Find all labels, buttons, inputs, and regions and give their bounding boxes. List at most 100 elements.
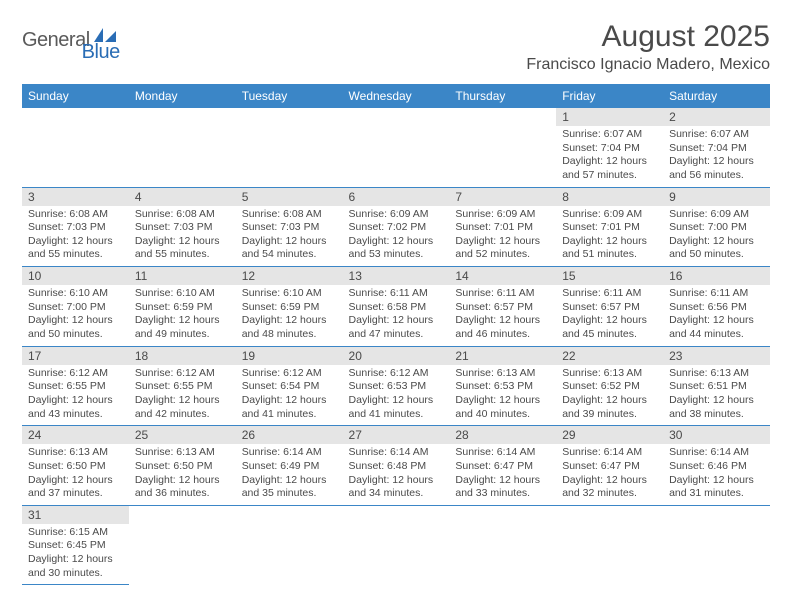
daylight-line-2: and 38 minutes. bbox=[669, 408, 764, 422]
day-details: Sunrise: 6:12 AMSunset: 6:54 PMDaylight:… bbox=[236, 365, 343, 426]
day-details: Sunrise: 6:14 AMSunset: 6:47 PMDaylight:… bbox=[556, 444, 663, 505]
day-number: 26 bbox=[236, 426, 343, 444]
daylight-line-1: Daylight: 12 hours bbox=[562, 314, 657, 328]
calendar-cell: 15Sunrise: 6:11 AMSunset: 6:57 PMDayligh… bbox=[556, 267, 663, 347]
day-details: Sunrise: 6:09 AMSunset: 7:01 PMDaylight:… bbox=[556, 206, 663, 267]
daylight-line-1: Daylight: 12 hours bbox=[669, 235, 764, 249]
day-number: 29 bbox=[556, 426, 663, 444]
sunrise-line: Sunrise: 6:11 AM bbox=[349, 287, 444, 301]
calendar-cell: 23Sunrise: 6:13 AMSunset: 6:51 PMDayligh… bbox=[663, 346, 770, 426]
daylight-line-1: Daylight: 12 hours bbox=[562, 474, 657, 488]
calendar-cell bbox=[343, 108, 450, 187]
header: General Blue August 2025 Francisco Ignac… bbox=[22, 20, 770, 74]
calendar-cell bbox=[129, 505, 236, 585]
sunrise-line: Sunrise: 6:14 AM bbox=[455, 446, 550, 460]
day-number: 7 bbox=[449, 188, 556, 206]
sunrise-line: Sunrise: 6:13 AM bbox=[455, 367, 550, 381]
daylight-line-2: and 47 minutes. bbox=[349, 328, 444, 342]
sunrise-line: Sunrise: 6:15 AM bbox=[28, 526, 123, 540]
day-details: Sunrise: 6:09 AMSunset: 7:01 PMDaylight:… bbox=[449, 206, 556, 267]
calendar-cell: 17Sunrise: 6:12 AMSunset: 6:55 PMDayligh… bbox=[22, 346, 129, 426]
daylight-line-2: and 34 minutes. bbox=[349, 487, 444, 501]
daylight-line-1: Daylight: 12 hours bbox=[455, 394, 550, 408]
daylight-line-2: and 50 minutes. bbox=[669, 248, 764, 262]
sunset-line: Sunset: 6:48 PM bbox=[349, 460, 444, 474]
sunset-line: Sunset: 6:45 PM bbox=[28, 539, 123, 553]
calendar-cell: 16Sunrise: 6:11 AMSunset: 6:56 PMDayligh… bbox=[663, 267, 770, 347]
daylight-line-2: and 45 minutes. bbox=[562, 328, 657, 342]
day-number: 13 bbox=[343, 267, 450, 285]
day-details: Sunrise: 6:11 AMSunset: 6:57 PMDaylight:… bbox=[556, 285, 663, 346]
weekday-header: Saturday bbox=[663, 84, 770, 108]
calendar-cell bbox=[22, 108, 129, 187]
sunset-line: Sunset: 6:53 PM bbox=[349, 380, 444, 394]
sunrise-line: Sunrise: 6:09 AM bbox=[562, 208, 657, 222]
sunrise-line: Sunrise: 6:13 AM bbox=[28, 446, 123, 460]
daylight-line-1: Daylight: 12 hours bbox=[562, 394, 657, 408]
day-details: Sunrise: 6:13 AMSunset: 6:50 PMDaylight:… bbox=[129, 444, 236, 505]
daylight-line-1: Daylight: 12 hours bbox=[28, 394, 123, 408]
sunset-line: Sunset: 7:01 PM bbox=[455, 221, 550, 235]
daylight-line-2: and 35 minutes. bbox=[242, 487, 337, 501]
daylight-line-1: Daylight: 12 hours bbox=[135, 394, 230, 408]
daylight-line-1: Daylight: 12 hours bbox=[135, 474, 230, 488]
daylight-line-1: Daylight: 12 hours bbox=[28, 314, 123, 328]
calendar-cell: 22Sunrise: 6:13 AMSunset: 6:52 PMDayligh… bbox=[556, 346, 663, 426]
calendar-cell: 24Sunrise: 6:13 AMSunset: 6:50 PMDayligh… bbox=[22, 426, 129, 506]
day-details: Sunrise: 6:07 AMSunset: 7:04 PMDaylight:… bbox=[556, 126, 663, 187]
sunset-line: Sunset: 6:47 PM bbox=[562, 460, 657, 474]
calendar-cell: 9Sunrise: 6:09 AMSunset: 7:00 PMDaylight… bbox=[663, 187, 770, 267]
day-number: 27 bbox=[343, 426, 450, 444]
daylight-line-1: Daylight: 12 hours bbox=[349, 314, 444, 328]
sunset-line: Sunset: 6:59 PM bbox=[242, 301, 337, 315]
day-number: 30 bbox=[663, 426, 770, 444]
sunrise-line: Sunrise: 6:13 AM bbox=[669, 367, 764, 381]
daylight-line-2: and 44 minutes. bbox=[669, 328, 764, 342]
sunset-line: Sunset: 6:55 PM bbox=[28, 380, 123, 394]
day-number: 31 bbox=[22, 506, 129, 524]
day-details: Sunrise: 6:15 AMSunset: 6:45 PMDaylight:… bbox=[22, 524, 129, 585]
sunrise-line: Sunrise: 6:14 AM bbox=[242, 446, 337, 460]
sunset-line: Sunset: 7:02 PM bbox=[349, 221, 444, 235]
day-details: Sunrise: 6:14 AMSunset: 6:47 PMDaylight:… bbox=[449, 444, 556, 505]
day-details: Sunrise: 6:09 AMSunset: 7:02 PMDaylight:… bbox=[343, 206, 450, 267]
sunrise-line: Sunrise: 6:10 AM bbox=[135, 287, 230, 301]
calendar-cell: 6Sunrise: 6:09 AMSunset: 7:02 PMDaylight… bbox=[343, 187, 450, 267]
weekday-header: Wednesday bbox=[343, 84, 450, 108]
day-number: 10 bbox=[22, 267, 129, 285]
day-number: 9 bbox=[663, 188, 770, 206]
sunset-line: Sunset: 6:51 PM bbox=[669, 380, 764, 394]
sunrise-line: Sunrise: 6:08 AM bbox=[135, 208, 230, 222]
day-number: 3 bbox=[22, 188, 129, 206]
sunset-line: Sunset: 7:04 PM bbox=[669, 142, 764, 156]
daylight-line-2: and 43 minutes. bbox=[28, 408, 123, 422]
daylight-line-2: and 54 minutes. bbox=[242, 248, 337, 262]
daylight-line-2: and 30 minutes. bbox=[28, 567, 123, 581]
sunset-line: Sunset: 6:59 PM bbox=[135, 301, 230, 315]
calendar-cell: 2Sunrise: 6:07 AMSunset: 7:04 PMDaylight… bbox=[663, 108, 770, 187]
calendar-cell: 1Sunrise: 6:07 AMSunset: 7:04 PMDaylight… bbox=[556, 108, 663, 187]
calendar-week-row: 10Sunrise: 6:10 AMSunset: 7:00 PMDayligh… bbox=[22, 267, 770, 347]
day-details: Sunrise: 6:11 AMSunset: 6:57 PMDaylight:… bbox=[449, 285, 556, 346]
calendar-cell: 26Sunrise: 6:14 AMSunset: 6:49 PMDayligh… bbox=[236, 426, 343, 506]
calendar-cell: 29Sunrise: 6:14 AMSunset: 6:47 PMDayligh… bbox=[556, 426, 663, 506]
weekday-header: Thursday bbox=[449, 84, 556, 108]
sunrise-line: Sunrise: 6:08 AM bbox=[28, 208, 123, 222]
day-details: Sunrise: 6:07 AMSunset: 7:04 PMDaylight:… bbox=[663, 126, 770, 187]
daylight-line-1: Daylight: 12 hours bbox=[349, 394, 444, 408]
day-number: 25 bbox=[129, 426, 236, 444]
sunrise-line: Sunrise: 6:11 AM bbox=[562, 287, 657, 301]
sunset-line: Sunset: 6:52 PM bbox=[562, 380, 657, 394]
day-number: 12 bbox=[236, 267, 343, 285]
sunrise-line: Sunrise: 6:08 AM bbox=[242, 208, 337, 222]
day-number: 6 bbox=[343, 188, 450, 206]
daylight-line-2: and 51 minutes. bbox=[562, 248, 657, 262]
sunrise-line: Sunrise: 6:12 AM bbox=[28, 367, 123, 381]
calendar-week-row: 31Sunrise: 6:15 AMSunset: 6:45 PMDayligh… bbox=[22, 505, 770, 585]
day-number: 11 bbox=[129, 267, 236, 285]
logo-text-2: Blue bbox=[82, 41, 120, 63]
sunrise-line: Sunrise: 6:13 AM bbox=[562, 367, 657, 381]
day-number: 19 bbox=[236, 347, 343, 365]
day-details: Sunrise: 6:08 AMSunset: 7:03 PMDaylight:… bbox=[236, 206, 343, 267]
daylight-line-2: and 31 minutes. bbox=[669, 487, 764, 501]
